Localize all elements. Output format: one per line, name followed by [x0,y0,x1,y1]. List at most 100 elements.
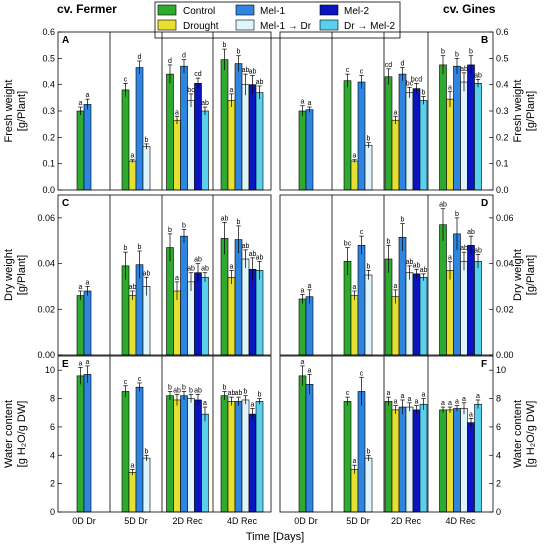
significance-label: a [408,396,412,403]
y-tick-label: 0.06 [37,213,55,223]
bar-mel1dr [241,84,250,191]
significance-label: a [353,284,357,291]
legend-swatch-drought [157,19,177,31]
y-tick-label: 0 [50,507,55,517]
significance-label: ab [256,79,264,86]
bar-mel2 [412,88,421,191]
bar-control [166,395,174,513]
bar-mel1dr [460,81,468,191]
significance-label: a [79,284,83,291]
significance-label: a [301,287,305,294]
bar-mel1dr [142,146,151,191]
significance-label: b [182,384,186,391]
legend-swatch-mel1dr [235,19,255,31]
y-tick-label: 0.1 [496,159,509,169]
bar-mel1 [234,401,243,513]
y-tick-label: 4 [50,450,55,460]
y-tick-label: 10 [496,365,506,375]
bar-control [76,295,85,356]
significance-label: a [476,393,480,400]
bar-mel1dr [187,398,195,513]
bar-mel1dr [460,260,468,356]
bar-mel1 [357,81,366,191]
bar-drought [128,471,137,513]
significance-label: ab [143,270,151,277]
significance-label: ab [173,387,181,394]
panel-letter: C [62,198,69,209]
bar-control [343,401,352,513]
bar-mel1dr [142,457,151,513]
significance-label: ab [460,66,468,73]
y-axis-unit: [g/Plant] [525,255,537,295]
y-tick-label: 0.04 [496,259,514,269]
significance-label: ab [413,262,421,269]
bar-mel2 [194,272,202,356]
significance-label: b [455,211,459,218]
significance-label: c [346,67,350,74]
bar-mel1 [453,65,461,191]
bar-mel2 [467,422,475,513]
significance-label: d [168,58,172,65]
bar-drmel2 [419,100,428,191]
significance-label: ab [242,243,250,250]
y-tick-label: 0.6 [496,27,509,37]
bar-control [298,110,307,191]
bar-drmel2 [255,270,264,356]
legend-swatch-drmel2 [319,19,339,31]
significance-label: a [131,153,135,160]
bar-control [439,224,447,356]
significance-label: ab [474,72,482,79]
bar-control [76,110,85,191]
y-tick-label: 0.02 [496,304,514,314]
significance-label: cd [385,62,393,69]
bar-mel1dr [460,408,468,513]
bar-mel2 [248,268,257,356]
bar-control [384,76,393,191]
bar-mel1dr [187,100,195,191]
bar-mel1 [180,65,188,191]
bar-drmel2 [255,401,264,513]
significance-label: ab [460,245,468,252]
significance-label: b [469,49,473,56]
y-tick-label: 0.02 [37,304,55,314]
significance-label: b [223,384,227,391]
significance-label: b [182,222,186,229]
significance-label: a [422,392,426,399]
cultivar-title-gines: cv. Gines [443,2,496,16]
significance-label: a [86,279,90,286]
bar-mel1 [135,67,144,191]
y-tick-label: 0.00 [37,350,55,360]
panel-letter: D [481,198,488,209]
bar-mel1dr [364,274,373,356]
significance-label: b [455,51,459,58]
bar-mel1dr [405,92,414,191]
x-tick-label: 2D Rec [172,516,203,526]
significance-label: bc [187,87,195,94]
significance-label: a [394,109,398,116]
significance-label: a [401,393,405,400]
y-tick-label: 0.2 [42,132,55,142]
bar-control [220,238,229,356]
significance-label: b [237,219,241,226]
significance-label: b [401,217,405,224]
bar-drought [173,119,181,191]
bar-mel1dr [241,399,250,513]
significance-label: ab [474,247,482,254]
bar-drmel2 [474,403,482,513]
significance-label: b [441,49,445,56]
bar-drought [391,119,400,191]
bar-drought [350,295,359,356]
significance-label: a [462,396,466,403]
significance-label: b [258,392,262,399]
bar-control [298,375,307,513]
significance-label: ab [194,387,202,394]
significance-label: ab [420,267,428,274]
bar-drought [446,98,454,191]
significance-label: b [145,448,149,455]
significance-label: a [79,360,83,367]
cultivar-title-fermer: cv. Fermer [57,2,117,16]
significance-label: a [203,400,207,407]
